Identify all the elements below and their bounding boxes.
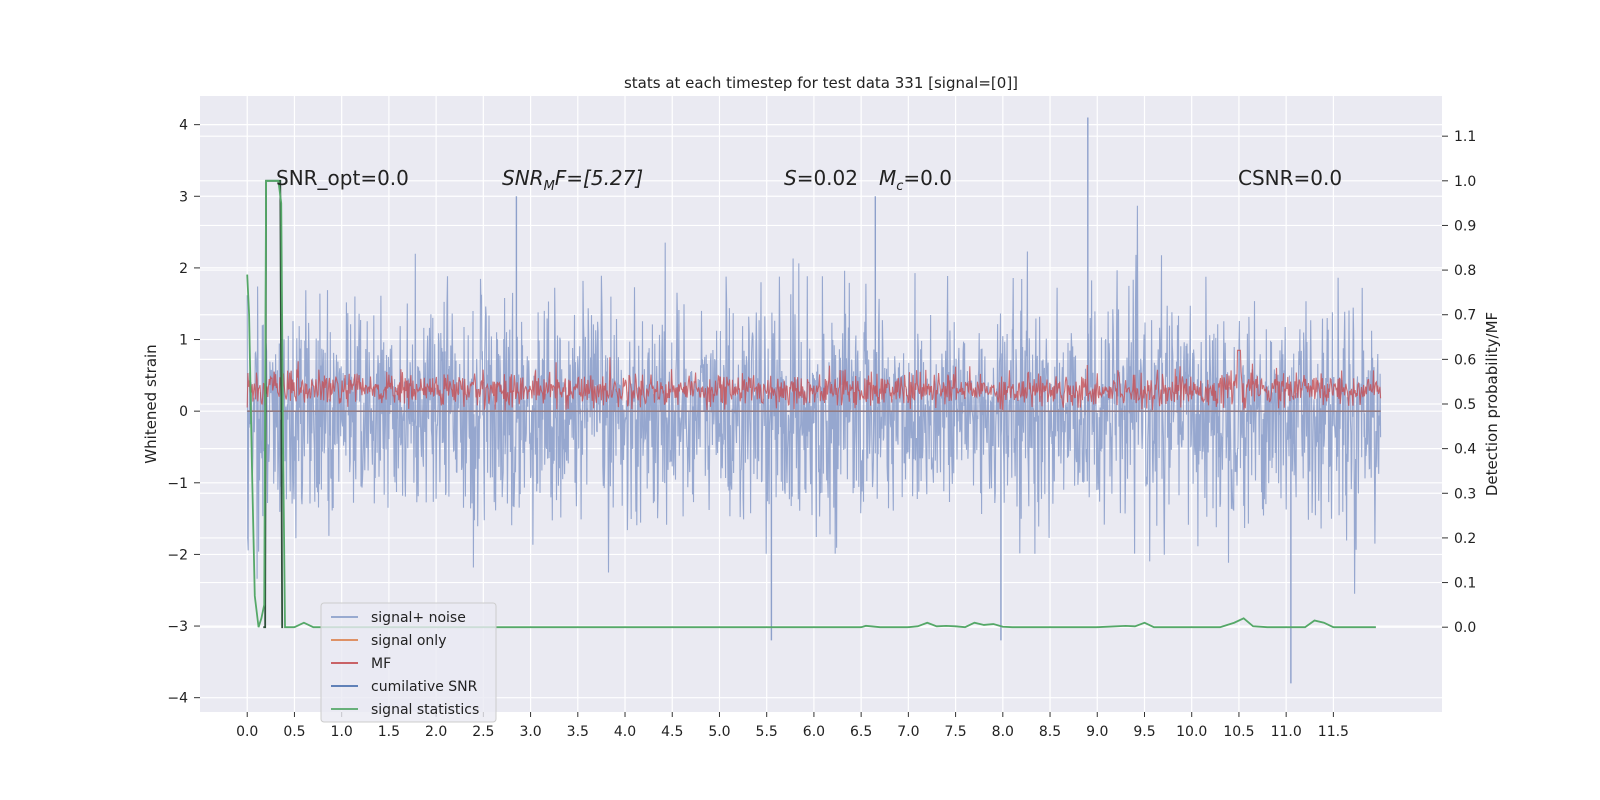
x-tick-label-20: 10.0 [1176,724,1207,740]
y2-axis-ticks: 1.1 1.0 0.9 0.8 0.7 0.6 0.5 0.4 0.3 0.2 0.1 0.0 [1442,129,1476,636]
annotation-snr-mf-subscript: M [544,179,555,194]
series-layer [246,117,1382,684]
y-tick-label-4: 0 [179,404,188,420]
y-tick-label-3: 1 [179,333,188,349]
x-tick-label-12: 6.0 [803,724,825,740]
annotation-mc: Mc=0.0 [879,166,952,194]
annotation-snr-mf-value: F=[5.27] [555,166,643,190]
x-tick-label-9: 4.5 [661,724,683,740]
y2-tick-label-4: 0.7 [1454,308,1476,324]
annotation-mc-value: =0.0 [903,166,952,190]
x-tick-label-1: 0.5 [283,724,305,740]
series-signal-statistics-line [246,179,1376,629]
legend-label-1: signal only [371,633,446,649]
annotation-snr-mf-symbol: SNR [502,166,544,190]
y2-tick-label-6: 0.5 [1454,397,1476,413]
x-tick-label-4: 2.0 [425,724,447,740]
x-tick-label-22: 11.0 [1271,724,1302,740]
legend-frame [320,602,497,723]
y2-tick-label-9: 0.2 [1454,531,1476,547]
x-tick-label-7: 3.5 [567,724,589,740]
y2-tick-label-10: 0.1 [1454,576,1476,592]
x-tick-label-18: 9.0 [1086,724,1108,740]
x-tick-label-3: 1.5 [378,724,400,740]
y2-tick-label-0: 1.1 [1454,129,1476,145]
y-tick-label-2: 2 [179,261,188,277]
legend-label-3: cumilative SNR [371,679,478,695]
annotation-csnr: CSNR=0.0 [1238,166,1342,190]
series-signal-noise-line [246,205,1382,594]
annotation-mc-symbol: M [879,166,896,190]
y-axis-label: Whitened strain [142,344,160,463]
x-tick-label-10: 5.0 [708,724,730,740]
y-tick-label-0: 4 [179,118,188,134]
x-tick-label-15: 7.5 [944,724,966,740]
y2-tick-label-8: 0.3 [1454,486,1476,502]
y2-tick-label-1: 1.0 [1454,174,1476,190]
legend-label-2: MF [371,656,391,672]
legend: signal+ noise signal only MF cumilative SNR… [320,602,497,723]
x-tick-label-11: 5.5 [756,724,778,740]
x-tick-label-6: 3.0 [519,724,541,740]
annotation-s-symbol: S [784,166,797,190]
y-tick-label-7: −3 [167,619,188,635]
x-tick-label-2: 1.0 [331,724,353,740]
annotation-s-value: =0.02 [797,166,858,190]
x-tick-label-0: 0.0 [236,724,258,740]
y-tick-label-5: −1 [167,476,188,492]
y-axis-ticks: 4 3 2 1 0 −1 −2 −3 −4 [167,118,200,707]
y2-tick-label-2: 0.9 [1454,218,1476,234]
legend-label-4: signal statistics [371,702,479,718]
legend-label-0: signal+ noise [371,610,466,626]
x-axis-ticks: 0.0 0.5 1.0 1.5 2.0 2.5 3.0 3.5 4.0 4.5 5.0 5.5 6.0 6… [236,712,1349,740]
x-tick-label-23: 11.5 [1318,724,1349,740]
y2-tick-label-11: 0.0 [1454,620,1476,636]
y2-tick-label-7: 0.4 [1454,442,1476,458]
y2-tick-label-3: 0.8 [1454,263,1476,279]
x-tick-label-21: 10.5 [1223,724,1254,740]
y2-axis-label: Detection probability/MF [1483,312,1501,496]
x-tick-label-13: 6.5 [850,724,872,740]
x-tick-label-19: 9.5 [1133,724,1155,740]
x-tick-label-14: 7.0 [897,724,919,740]
x-tick-label-8: 4.0 [614,724,636,740]
y-tick-label-6: −2 [167,547,188,563]
x-tick-label-16: 8.0 [992,724,1014,740]
annotation-snr-opt: SNR_opt=0.0 [276,166,409,190]
y2-tick-label-5: 0.6 [1454,352,1476,368]
chart-title: stats at each timestep for test data 331… [624,74,1018,92]
annotation-mc-subscript: c [896,179,903,194]
series-mf-line [246,349,1382,411]
x-tick-label-5: 2.5 [472,724,494,740]
legend-items: signal+ noise signal only MF cumilative SNR… [331,610,479,718]
y-tick-label-1: 3 [179,189,188,205]
y-tick-label-8: −4 [167,691,188,707]
annotation-snr-mf: SNRMF=[5.27] [502,166,643,194]
x-tick-label-17: 8.5 [1039,724,1061,740]
annotation-s: S=0.02 [784,166,858,190]
